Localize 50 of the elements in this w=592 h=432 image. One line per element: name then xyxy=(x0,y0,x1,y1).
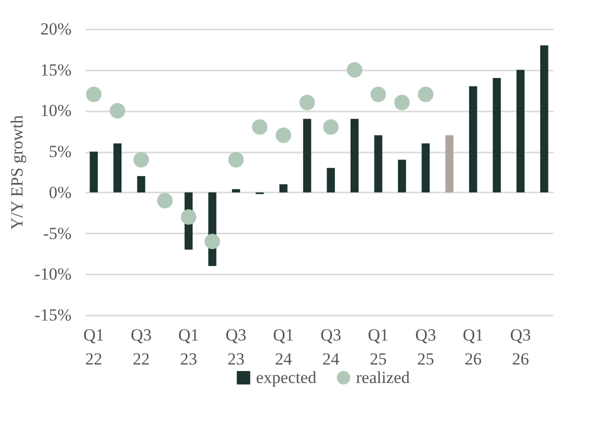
bar xyxy=(398,160,406,192)
point xyxy=(228,152,244,168)
x-tick-label: Q3 26 xyxy=(510,326,531,368)
bar xyxy=(350,118,359,192)
point xyxy=(418,86,434,102)
point xyxy=(346,62,362,78)
point xyxy=(133,152,149,168)
y-tick-label: 0% xyxy=(48,182,72,202)
x-tick-label: Q3 24 xyxy=(320,326,342,368)
legend-label: realized xyxy=(356,368,410,387)
point xyxy=(157,192,173,208)
point xyxy=(323,119,339,135)
x-tick-label: Q3 25 xyxy=(415,326,436,368)
x-tick-label: Q1 26 xyxy=(462,326,484,368)
bar xyxy=(540,45,548,192)
x-tick-label: Q1 22 xyxy=(83,326,104,368)
bar xyxy=(279,184,288,192)
bar xyxy=(303,118,312,192)
y-tick-label: 20% xyxy=(40,20,72,38)
point xyxy=(252,119,268,135)
bar xyxy=(492,78,501,192)
point xyxy=(86,86,102,102)
bar xyxy=(326,168,335,192)
bar xyxy=(374,135,382,192)
y-tick-label: -5% xyxy=(43,224,72,243)
point xyxy=(394,94,410,110)
bar xyxy=(137,176,146,192)
bar xyxy=(232,189,240,192)
point xyxy=(110,102,126,118)
point xyxy=(204,234,220,250)
x-tick-label: Q3 23 xyxy=(226,326,246,368)
y-tick-label: -15% xyxy=(34,306,72,324)
bar xyxy=(422,143,430,192)
point xyxy=(276,128,292,143)
y-tick-label: 15% xyxy=(40,60,72,80)
x-tick-label: Q1 23 xyxy=(178,326,199,368)
bar xyxy=(516,70,525,192)
point xyxy=(299,94,315,110)
bar xyxy=(90,152,98,192)
bar xyxy=(445,135,454,192)
y-axis-title: Y/Y EPS growth xyxy=(8,114,27,230)
point xyxy=(180,209,196,225)
legend-label: expected xyxy=(256,368,317,387)
bar xyxy=(113,143,122,192)
y-tick-label: -10% xyxy=(34,264,72,284)
y-tick-label: 5% xyxy=(48,142,72,162)
x-tick-label: Q3 22 xyxy=(130,326,152,368)
y-tick-label: 10% xyxy=(40,101,72,120)
point xyxy=(370,86,386,102)
bar xyxy=(469,86,478,192)
